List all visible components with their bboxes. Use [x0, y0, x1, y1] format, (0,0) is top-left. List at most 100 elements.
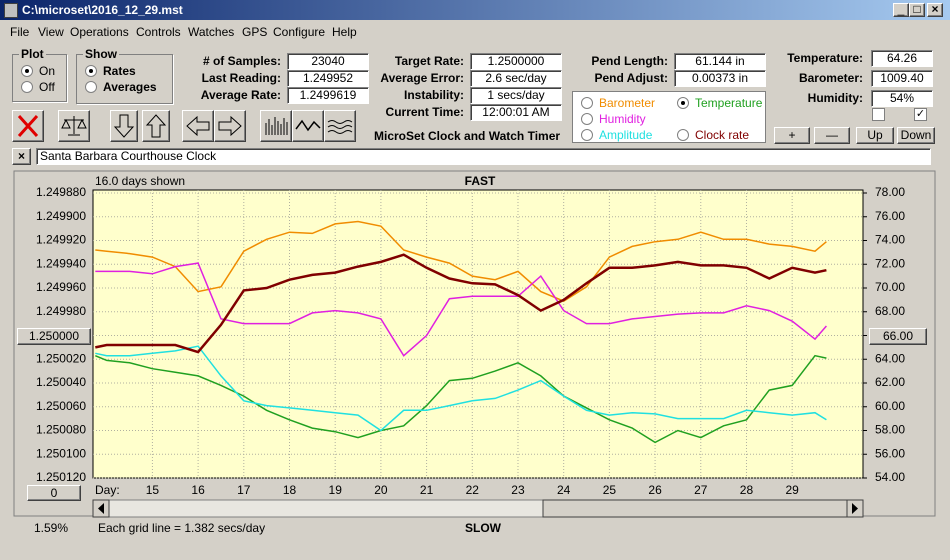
x-tick-label: 25	[603, 483, 617, 497]
arrow-icon	[852, 503, 858, 514]
noise-button[interactable]	[324, 110, 356, 142]
y2-tick-button[interactable]: 66.00	[869, 327, 927, 345]
menu-item[interactable]: View	[38, 25, 64, 39]
down-button[interactable]	[110, 110, 138, 142]
button[interactable]: Down	[897, 127, 935, 144]
y2-tick-label: 62.00	[875, 375, 905, 389]
left-button[interactable]	[182, 110, 214, 142]
icon	[218, 115, 242, 137]
legend-label[interactable]: Barometer	[599, 96, 656, 110]
button[interactable]: +	[774, 127, 810, 144]
legend-label[interactable]: Amplitude	[599, 128, 653, 142]
maximize[interactable]: □	[909, 3, 925, 17]
field-label: Average Error:	[380, 71, 464, 85]
y2-tick-label: 58.00	[875, 423, 905, 437]
icon	[113, 114, 135, 138]
y2-tick-label: 72.00	[875, 256, 905, 270]
field-label: # of Samples:	[202, 54, 281, 68]
clear-button[interactable]: ×	[12, 148, 31, 165]
field-label: Pend Length:	[591, 54, 668, 68]
stop-button[interactable]	[12, 110, 44, 142]
menu-item[interactable]: Operations	[70, 25, 129, 39]
days-shown: 16.0 days shown	[95, 174, 185, 188]
field-value: 64.26	[871, 50, 933, 67]
close[interactable]: ×	[927, 3, 943, 17]
y2-tick-label: 76.00	[875, 209, 905, 223]
radio-label[interactable]: Averages	[103, 80, 157, 94]
y-tick-label: 1.249880	[36, 185, 86, 199]
radio[interactable]	[677, 129, 689, 141]
y2-tick-label: 68.00	[875, 304, 905, 318]
x-tick-label: 29	[785, 483, 799, 497]
series-line	[95, 253, 827, 354]
radio-label[interactable]: Rates	[103, 64, 136, 78]
icon	[327, 120, 353, 134]
description-input[interactable]: Santa Barbara Courthouse Clock	[36, 148, 931, 165]
icon	[186, 115, 210, 137]
menu-item[interactable]: Watches	[188, 25, 235, 39]
x-tick-label: 16	[191, 483, 205, 497]
radio[interactable]	[581, 129, 593, 141]
x-tick-label: 19	[329, 483, 343, 497]
scrollbar[interactable]	[92, 499, 864, 518]
fast-label: FAST	[465, 174, 496, 188]
menu-item[interactable]: GPS	[242, 25, 268, 39]
menu-item[interactable]: Help	[332, 25, 357, 39]
scroll-thumb[interactable]	[542, 499, 848, 518]
radio-label[interactable]: Off	[39, 80, 55, 94]
field-value: 23040	[287, 53, 369, 70]
legend-label[interactable]: Clock rate	[695, 128, 750, 142]
field-label: Temperature:	[787, 51, 863, 65]
checkbox[interactable]	[872, 108, 885, 121]
app-icon	[4, 3, 18, 18]
up-button[interactable]	[142, 110, 170, 142]
grid-note: Each grid line = 1.382 secs/day	[98, 521, 265, 535]
x-tick-label: 17	[237, 483, 251, 497]
show-group: Show Rates Averages	[76, 47, 173, 104]
legend-label[interactable]: Temperature	[695, 96, 763, 110]
menu-item[interactable]: Controls	[136, 25, 181, 39]
button[interactable]: —	[814, 127, 850, 144]
radio[interactable]	[85, 81, 97, 93]
y2-tick-label: 54.00	[875, 470, 905, 484]
x-tick-label: 18	[283, 483, 297, 497]
y-tick-label: 1.250100	[36, 446, 86, 460]
zero-button[interactable]: 0	[27, 485, 81, 501]
radio[interactable]	[85, 65, 97, 77]
slow-label: SLOW	[465, 521, 502, 535]
x-tick-label: 23	[511, 483, 525, 497]
field-value: 12:00:01 AM	[470, 104, 562, 121]
legend: Barometer Temperature Humidity Amplitude Clo…	[572, 91, 766, 143]
right-button[interactable]	[214, 110, 246, 142]
y-tick-label: 1.249980	[36, 304, 86, 318]
y-tick-label: 1.249960	[36, 280, 86, 294]
icon	[61, 116, 87, 136]
radio[interactable]	[21, 81, 33, 93]
minimize[interactable]: _	[893, 3, 909, 17]
y-tick-button[interactable]: 1.250000	[17, 327, 91, 345]
y-tick-label: 1.250120	[36, 470, 86, 484]
wave-button[interactable]	[292, 110, 324, 142]
y-tick-label: 1.250080	[36, 423, 86, 437]
x-tick-label: 26	[648, 483, 662, 497]
group-title: Plot	[19, 47, 46, 61]
legend-label[interactable]: Humidity	[599, 112, 646, 126]
radio[interactable]	[677, 97, 689, 109]
field-value: 1009.40	[871, 70, 933, 87]
radio[interactable]	[21, 65, 33, 77]
y2-tick-label: 56.00	[875, 446, 905, 460]
radio[interactable]	[581, 113, 593, 125]
radio[interactable]	[581, 97, 593, 109]
histogram-button[interactable]	[260, 110, 292, 142]
menu-item[interactable]: Configure	[273, 25, 326, 39]
menu-item[interactable]: File	[10, 25, 30, 39]
button[interactable]: Up	[856, 127, 894, 144]
x-tick-label: 22	[466, 483, 480, 497]
field-label: Humidity:	[807, 91, 863, 105]
balance-button[interactable]	[58, 110, 90, 142]
radio-label[interactable]: On	[39, 64, 56, 78]
field-label: Average Rate:	[200, 88, 281, 102]
y2-tick-label: 74.00	[875, 233, 905, 247]
checkbox[interactable]: ✓	[914, 108, 927, 121]
